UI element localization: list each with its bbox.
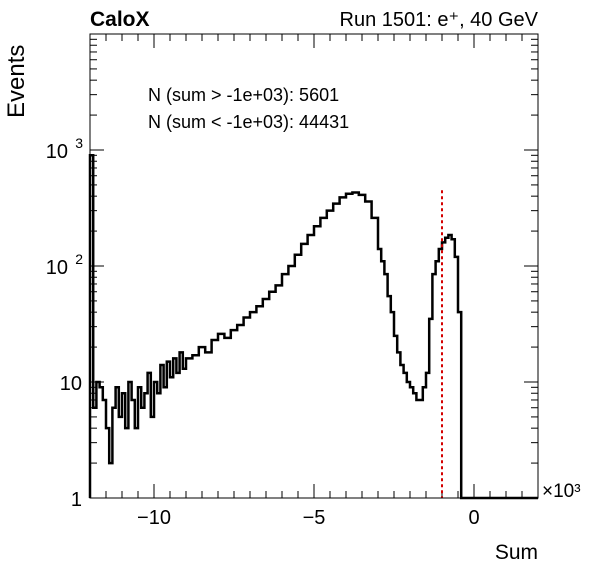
x-exponent-label: ×10³ [542, 481, 581, 502]
annotation-above: N (sum > -1e+03): 5601 [148, 85, 339, 105]
chart-title-right: Run 1501: e⁺, 40 GeV [340, 9, 539, 31]
y-axis-label: Events [3, 45, 30, 118]
x-tick-label: 0 [468, 507, 479, 529]
x-axis-label: Sum [495, 541, 538, 564]
y-tick-label: 10 [60, 373, 82, 395]
y-tick-label-exponent: 3 [75, 135, 83, 151]
y-tick-label-exponent: 2 [75, 251, 83, 267]
y-tick-label: 10 [46, 141, 68, 163]
axis-ticks: −10 −5 0 1 10 10 2 10 3 [46, 34, 539, 529]
histogram-series [88, 154, 538, 500]
annotation-below: N (sum < -1e+03): 44431 [148, 112, 349, 132]
chart-title-left: CaloX [90, 8, 150, 31]
plot-area [88, 154, 538, 500]
y-tick-label: 1 [71, 489, 82, 511]
plot-frame [89, 33, 539, 499]
y-tick-label: 10 [46, 257, 68, 279]
x-tick-label: −10 [137, 507, 171, 529]
x-tick-label: −5 [303, 507, 326, 529]
